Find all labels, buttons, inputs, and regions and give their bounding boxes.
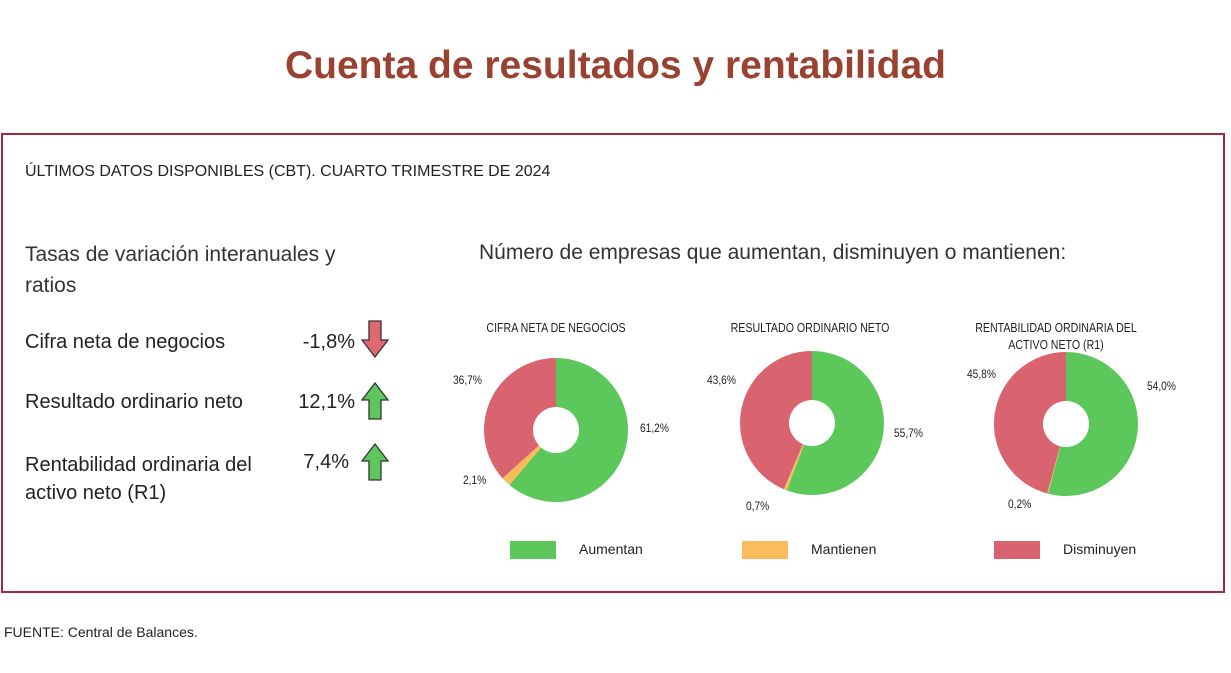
- pie-slice-disminuyen: [740, 351, 812, 490]
- slice-label-mantienen: 0,2%: [1008, 497, 1032, 511]
- panel-subtitle: ÚLTIMOS DATOS DISPONIBLES (CBT). CUARTO …: [25, 163, 551, 180]
- slice-label-aumentan: 54,0%: [1147, 379, 1176, 393]
- pie-title-rentabilidad: RENTABILIDAD ORDINARIA DEL ACTIVO NETO (…: [975, 321, 1137, 352]
- pie-slice-disminuyen: [484, 358, 556, 479]
- ratio-label-rentabilidad: Rentabilidad ordinaria del activo neto (…: [25, 454, 252, 504]
- legend-swatch-disminuyen: [994, 541, 1040, 559]
- pie-slice-aumentan: [1048, 352, 1138, 496]
- ratio-value-cifra: -1,8%: [302, 331, 355, 353]
- donut-hole: [1043, 401, 1089, 447]
- legend-label-mantienen: Mantienen: [811, 541, 877, 557]
- pies-heading: Número de empresas que aumentan, disminu…: [479, 241, 1067, 264]
- slice-label-mantienen: 0,7%: [746, 499, 770, 513]
- pie-chart-rentabilidad: [994, 352, 1138, 496]
- ratio-value-resultado: 12,1%: [298, 391, 355, 413]
- legend-swatch-mantienen: [742, 541, 788, 559]
- arrow-down-icon: [361, 320, 389, 358]
- arrow-up-icon: [361, 382, 389, 420]
- page-title: Cuenta de resultados y rentabilidad: [285, 44, 946, 87]
- donut-hole: [533, 407, 579, 453]
- slice-label-disminuyen: 36,7%: [453, 373, 482, 387]
- ratio-label-resultado: Resultado ordinario neto: [25, 391, 243, 413]
- ratio-label-cifra: Cifra neta de negocios: [25, 331, 226, 353]
- pie-chart-cifra: [484, 358, 628, 502]
- slice-label-disminuyen: 43,6%: [707, 373, 736, 387]
- donut-hole: [789, 400, 835, 446]
- legend-label-disminuyen: Disminuyen: [1063, 541, 1137, 557]
- slice-label-aumentan: 61,2%: [640, 421, 669, 435]
- legend-swatch-aumentan: [510, 541, 556, 559]
- ratios-heading: Tasas de variación interanuales y ratios: [25, 243, 336, 297]
- pie-title-resultado: RESULTADO ORDINARIO NETO: [730, 321, 890, 335]
- pie-slice-aumentan: [786, 351, 884, 495]
- source-note: FUENTE: Central de Balances.: [4, 624, 198, 640]
- pie-title-cifra: CIFRA NETA DE NEGOCIOS: [486, 321, 626, 335]
- pie-chart-resultado: [740, 351, 884, 495]
- ratio-value-rentabilidad: 7,4%: [303, 451, 349, 473]
- slice-label-disminuyen: 45,8%: [967, 367, 996, 381]
- arrow-up-icon: [361, 443, 389, 481]
- legend-label-aumentan: Aumentan: [579, 541, 643, 557]
- slice-label-mantienen: 2,1%: [463, 473, 487, 487]
- pie-slice-disminuyen: [994, 352, 1066, 494]
- data-panel: ÚLTIMOS DATOS DISPONIBLES (CBT). CUARTO …: [1, 133, 1225, 593]
- slice-label-aumentan: 55,7%: [894, 426, 923, 440]
